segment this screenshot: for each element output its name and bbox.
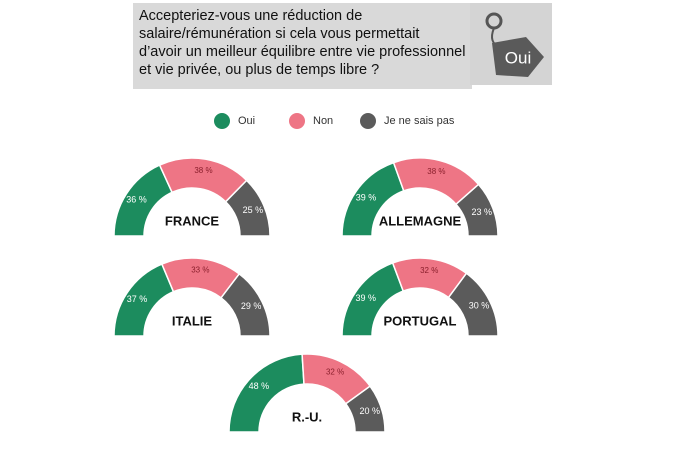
- donut-segment: [454, 183, 499, 237]
- tag-icon: Oui: [485, 12, 544, 77]
- value-label: 48 %: [249, 381, 270, 391]
- legend-label: Je ne sais pas: [384, 115, 455, 127]
- legend-swatch: [289, 113, 305, 129]
- legend-label: Oui: [238, 115, 255, 127]
- value-label: 25 %: [243, 205, 264, 215]
- value-label: 38 %: [194, 166, 212, 175]
- legend-label: Non: [313, 115, 333, 127]
- chart-title: FRANCE: [165, 213, 219, 228]
- value-label: 30 %: [469, 301, 490, 311]
- donut-segment: [447, 272, 499, 337]
- tag-label: Oui: [505, 48, 531, 67]
- legend-swatch: [214, 113, 230, 129]
- chart-title: ITALIE: [172, 313, 213, 328]
- value-label: 37 %: [127, 294, 148, 304]
- value-label: 29 %: [241, 301, 262, 311]
- chart-title: R.-U.: [292, 409, 322, 424]
- value-label: 32 %: [420, 266, 438, 275]
- chart-title: ALLEMAGNE: [379, 213, 462, 228]
- value-label: 23 %: [471, 207, 492, 217]
- value-label: 33 %: [191, 266, 209, 275]
- tag-icon-box: Oui: [470, 3, 552, 85]
- value-label: 38 %: [427, 167, 445, 176]
- donut-segment: [220, 272, 271, 337]
- value-label: 39 %: [356, 293, 377, 303]
- value-label: 20 %: [360, 406, 381, 416]
- value-label: 32 %: [326, 367, 344, 376]
- legend-swatch: [360, 113, 376, 129]
- question-box: Accepteriez-vous une réduction de salair…: [133, 3, 472, 89]
- chart-title: PORTUGAL: [384, 313, 457, 328]
- question: Accepteriez-vous une réduction de salair…: [139, 8, 466, 78]
- value-label: 36 %: [126, 195, 147, 205]
- donut-segment: [224, 179, 271, 237]
- value-label: 39 %: [356, 192, 377, 202]
- donut-segment: [344, 385, 386, 433]
